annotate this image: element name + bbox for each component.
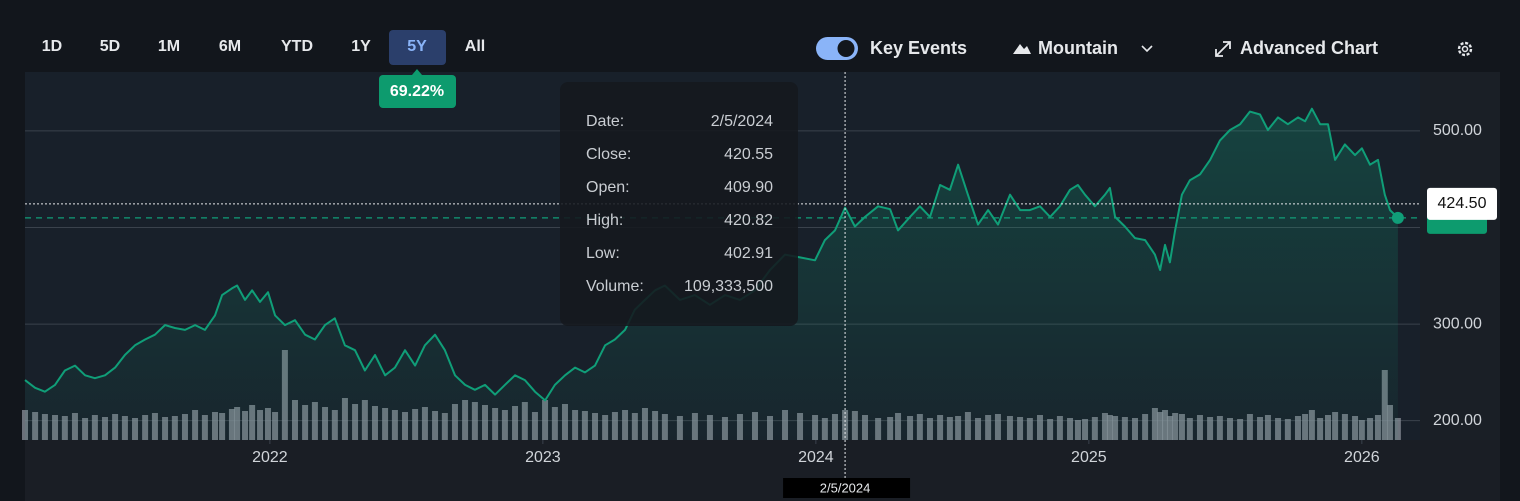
tooltip: Date: 2/5/2024 Close: 420.55 Open: 409.90 High…: [560, 82, 798, 326]
mountain-icon: [1013, 44, 1031, 54]
advanced-chart[interactable]: Advanced Chart: [1240, 38, 1378, 58]
toggle-knob: [837, 40, 855, 57]
tooltip-value: 109,333,500: [684, 278, 773, 295]
chart-style[interactable]: Mountain: [1038, 38, 1118, 58]
badge-arrow: [412, 69, 422, 75]
x-tick-label: 2024: [798, 449, 834, 466]
crosshair-y-tag: [1427, 187, 1497, 220]
range-button[interactable]: All: [465, 38, 485, 55]
crosshair-y-label: 424.50: [1438, 195, 1487, 212]
change-badge: [379, 75, 456, 108]
settings-icon[interactable]: [1457, 41, 1473, 57]
tooltip-label: Low:: [586, 245, 620, 262]
mountain-area: [25, 108, 1398, 440]
range-button[interactable]: 5D: [100, 38, 120, 55]
crosshair-x-tag: [783, 478, 911, 498]
axis-panel: [1420, 72, 1500, 440]
toolbar: 69.22% Key Events Mountain Advanced Char…: [42, 30, 1473, 108]
change-percent: 69.22%: [390, 83, 444, 100]
key-events[interactable]: Key Events: [870, 38, 967, 58]
x-tick-label: 2025: [1071, 449, 1107, 466]
x-tick-label: 2022: [252, 449, 288, 466]
range-button[interactable]: 6M: [219, 38, 241, 55]
expand-icon: [1215, 41, 1231, 57]
tooltip-value: 409.90: [724, 179, 773, 196]
tooltip-value: 402.91: [724, 245, 773, 262]
x-tick-label: 2026: [1344, 449, 1380, 466]
y-tick-label: 200.00: [1433, 412, 1482, 429]
x-tick-label: 2023: [525, 449, 561, 466]
range-button[interactable]: 1M: [158, 38, 180, 55]
tooltip-label: High:: [586, 212, 623, 229]
y-tick-label: 500.00: [1433, 122, 1482, 139]
y-tick-label: 300.00: [1433, 315, 1482, 332]
last-price-dot: [1391, 211, 1404, 224]
tooltip-value: 2/5/2024: [711, 113, 773, 130]
tooltip-label: Open:: [586, 179, 630, 196]
tooltip-label: Close:: [586, 146, 631, 163]
tooltip-label: Volume:: [586, 278, 644, 295]
range-button[interactable]: 1Y: [351, 38, 371, 55]
tooltip-bg: [560, 82, 798, 326]
active-range-bg: [389, 30, 446, 65]
range-button[interactable]: 1D: [42, 38, 62, 55]
range-button[interactable]: 5Y: [407, 38, 427, 55]
settings-icon-center: [1461, 45, 1469, 53]
chevron: [1141, 45, 1153, 53]
tooltip-value: 420.82: [724, 212, 773, 229]
range-button[interactable]: YTD: [281, 38, 313, 55]
tooltip-value: 420.55: [724, 146, 773, 163]
tooltip-label: Date:: [586, 113, 624, 130]
crosshair-x-label: 2/5/2024: [820, 480, 871, 495]
x-axis-panel: [25, 440, 1500, 501]
